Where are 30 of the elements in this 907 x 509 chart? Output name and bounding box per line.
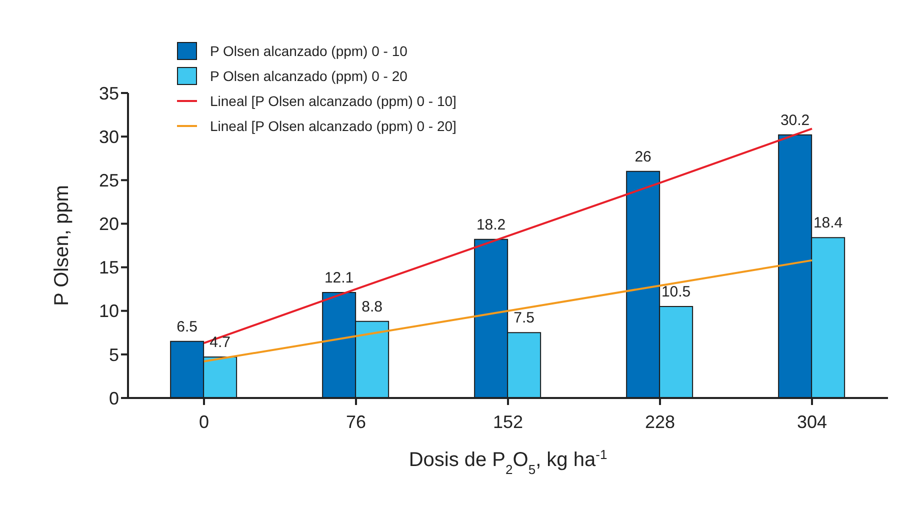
y-tick-label: 5 [108,344,119,365]
x-tick-label: 0 [198,412,210,432]
y-tick-label: 0 [108,388,119,408]
y-tick-label: 30 [98,126,119,147]
x-axis-title: Dosis de P$_{2}$O$_{5}$, kg ha$^{-1}$ [408,446,608,476]
x-tick-label: 152 [492,412,524,432]
data-label: 10.5 [661,284,691,300]
x-tick-label: 228 [644,412,676,432]
y-tick-label: 10 [98,301,119,322]
y-tick-label: 15 [98,258,119,278]
data-label: 30.2 [780,112,810,129]
legend-label: Lineal [P Olsen alcanzado (ppm) 0 - 10] [210,92,456,108]
legend-label: P Olsen alcanzado (ppm) 0 - 20 [210,68,408,84]
data-label: 4.7 [210,334,230,352]
y-tick-label: 20 [98,214,119,234]
data-label: 8.8 [362,298,382,316]
data-label: 7.5 [514,310,534,327]
x-tick-label: 304 [796,412,828,432]
data-label: 18.4 [813,214,843,232]
y-tick-label: 35 [98,83,119,104]
data-label: 26 [634,148,652,166]
legend-label: P Olsen alcanzado (ppm) 0 - 10 [210,42,408,58]
data-label: 12.1 [324,270,354,287]
y-tick-label: 25 [98,170,119,191]
data-label: 6.5 [176,318,198,336]
line-series [203,259,813,362]
data-label: 18.2 [476,216,506,234]
x-tick-label: 76 [346,412,366,432]
y-axis-title: P Olsen, ppm [51,185,73,306]
legend-label: Lineal [P Olsen alcanzado (ppm) 0 - 20] [210,118,456,134]
